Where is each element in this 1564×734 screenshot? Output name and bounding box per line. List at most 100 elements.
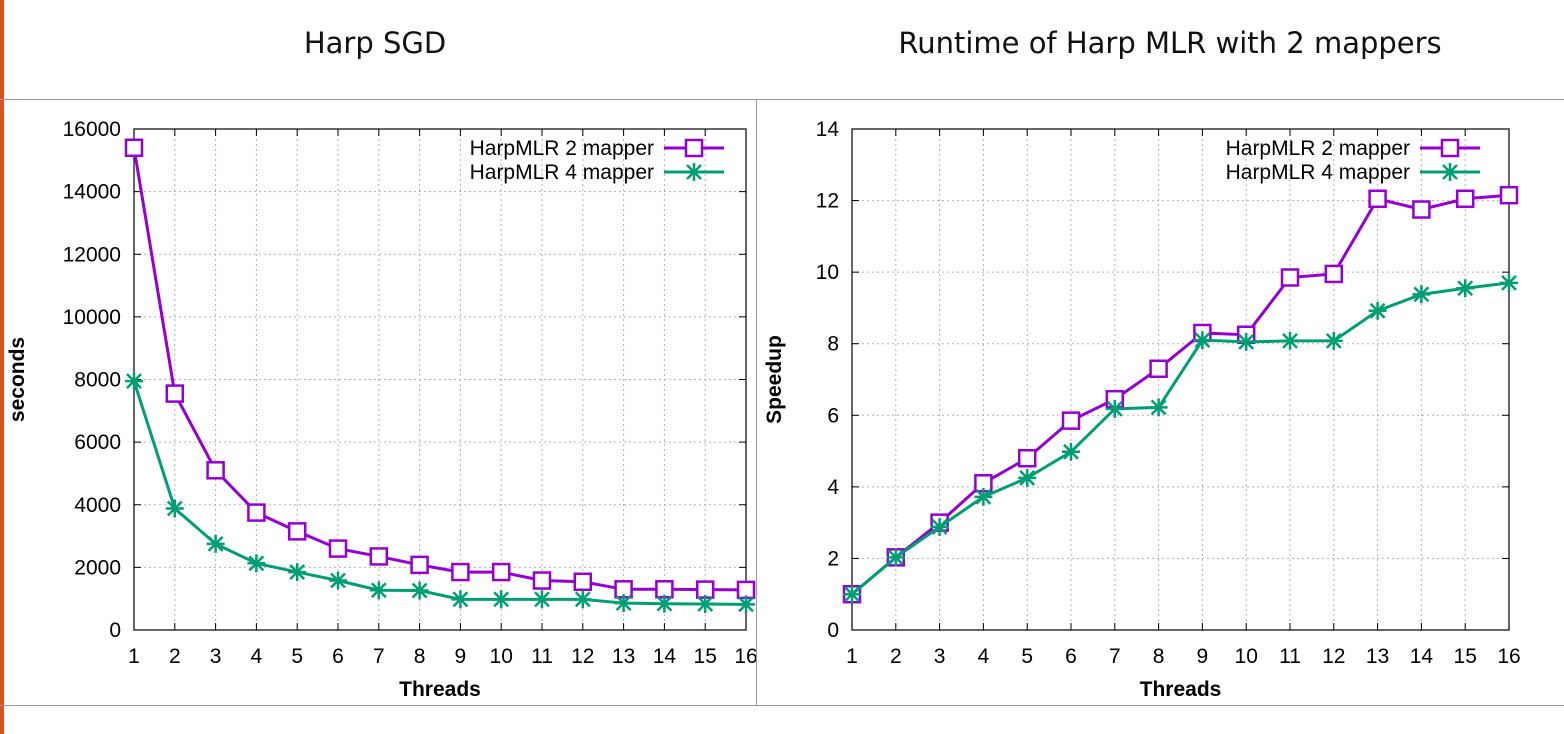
seconds-line-chart: 1 2 3 4 5 6 7 8 9 10 11 12 13 14 15 1602000400060008000… xyxy=(6,118,758,701)
x-tick-label: 6 xyxy=(1065,645,1077,668)
data-point-mapper2 xyxy=(532,571,552,590)
data-point-mapper4 xyxy=(533,590,551,609)
grid-lines xyxy=(134,129,746,630)
x-tick-label: 9 xyxy=(455,645,467,668)
y-tick-label: 2000 xyxy=(74,556,121,579)
data-point-mapper4 xyxy=(843,585,861,604)
data-point-mapper4 xyxy=(165,499,184,518)
x-tick-label: 10 xyxy=(1235,645,1258,668)
data-point-mapper4 xyxy=(492,590,511,609)
series-line-mapper2 xyxy=(851,193,1510,596)
x-tick-label: 15 xyxy=(1454,645,1477,668)
x-tick-label: 11 xyxy=(1279,645,1301,668)
data-point-mapper4 xyxy=(1237,332,1256,351)
data-point-mapper4 xyxy=(1149,398,1168,417)
plot-frame xyxy=(851,128,1510,631)
speedup-line-chart: 1 2 3 4 5 6 7 8 9 10 11 12 13 14 15 1602468101214Thread… xyxy=(763,118,1521,701)
data-point-mapper4 xyxy=(288,563,307,582)
x-tick-label: 13 xyxy=(1366,645,1389,668)
series-mapper2 xyxy=(842,185,1519,604)
data-point-mapper2 xyxy=(206,461,225,480)
x-tick-label: 12 xyxy=(571,645,594,668)
data-point-mapper2 xyxy=(165,384,185,403)
x-tick-label: 8 xyxy=(1153,645,1165,668)
data-point-mapper2 xyxy=(1017,448,1037,468)
x-axis-label: Threads xyxy=(1140,678,1222,701)
data-point-mapper2 xyxy=(1324,264,1344,284)
x-tick-label: 14 xyxy=(1410,645,1434,668)
y-tick-label: 10000 xyxy=(63,306,121,329)
data-point-mapper4 xyxy=(1456,279,1475,298)
y-tick-label: 0 xyxy=(109,619,121,642)
data-point-mapper2 xyxy=(1499,185,1519,205)
table-top-rule xyxy=(0,99,1564,100)
x-tick-label: 5 xyxy=(291,645,303,668)
y-tick-label: 2 xyxy=(827,547,839,570)
x-tick-label: 2 xyxy=(890,645,902,668)
x-tick-label: 15 xyxy=(694,645,717,668)
seconds-chart-panel: 1 2 3 4 5 6 7 8 9 10 11 12 13 14 15 16 0 2000 4000 6000 8000… xyxy=(0,100,758,705)
y-tick-label: 0 xyxy=(827,619,839,642)
data-point-mapper4 xyxy=(451,590,470,609)
data-point-mapper4 xyxy=(573,590,592,609)
data-point-mapper4 xyxy=(247,554,266,573)
data-point-mapper4 xyxy=(125,372,143,391)
data-point-mapper4 xyxy=(1105,399,1124,418)
x-tick-label: 2 xyxy=(169,645,181,668)
legend-marker-mapper4 xyxy=(1441,163,1459,181)
y-tick-label: 14000 xyxy=(63,181,121,204)
data-point-mapper2 xyxy=(1149,359,1168,379)
data-point-mapper4 xyxy=(655,594,674,613)
x-tick-label: 5 xyxy=(1021,645,1033,668)
data-point-mapper4 xyxy=(369,581,388,600)
x-tick-label: 12 xyxy=(1322,645,1345,668)
series-line-mapper4 xyxy=(132,380,747,606)
series-mapper2 xyxy=(124,138,756,600)
data-point-mapper4 xyxy=(1062,442,1080,461)
data-point-mapper4 xyxy=(1193,331,1212,350)
data-point-mapper2 xyxy=(369,547,389,566)
data-point-mapper2 xyxy=(491,562,511,582)
x-tick-label: 14 xyxy=(653,645,677,668)
data-point-mapper4 xyxy=(737,595,755,614)
slide-accent-bar xyxy=(0,0,4,734)
data-point-mapper4 xyxy=(614,594,633,613)
data-point-mapper2 xyxy=(1455,189,1475,209)
series-mapper4 xyxy=(125,372,755,614)
y-tick-label: 8 xyxy=(827,333,839,356)
y-tick-label: 4 xyxy=(827,476,839,499)
left-chart-title: Harp SGD xyxy=(303,26,447,60)
x-tick-label: 6 xyxy=(332,645,344,668)
series-line-mapper4 xyxy=(851,281,1510,596)
table-bottom-rule xyxy=(0,705,1564,706)
data-point-mapper2 xyxy=(247,503,266,522)
legend-label-mapper2: HarpMLR 2 mapper xyxy=(1226,137,1410,160)
x-tick-label: 4 xyxy=(251,645,263,668)
x-tick-label: 1 xyxy=(128,645,140,668)
y-tick-label: 14 xyxy=(816,118,840,141)
x-tick-label: 10 xyxy=(490,645,513,668)
speedup-chart-panel: 1 2 3 4 5 6 7 8 9 10 11 12 13 14 15 16 0 2 4 6 8 10 12 14 Thread… xyxy=(757,100,1564,705)
data-point-mapper4 xyxy=(974,487,993,506)
x-tick-label: 16 xyxy=(1497,645,1520,668)
x-axis-label: Threads xyxy=(399,678,481,701)
data-point-mapper2 xyxy=(410,555,429,575)
x-tick-label: 4 xyxy=(978,645,990,668)
x-tick-label: 11 xyxy=(531,645,553,668)
legend-label-mapper4: HarpMLR 4 mapper xyxy=(1226,161,1410,184)
data-point-mapper2 xyxy=(124,138,144,158)
x-tick-label: 8 xyxy=(414,645,426,668)
data-point-mapper2 xyxy=(573,572,593,592)
data-point-mapper4 xyxy=(886,548,905,567)
table-divider xyxy=(756,99,757,705)
data-point-mapper2 xyxy=(287,522,307,541)
legend-marker-mapper2 xyxy=(684,138,704,158)
x-tick-label: 7 xyxy=(373,645,385,668)
data-point-mapper2 xyxy=(1368,189,1387,209)
data-point-mapper2 xyxy=(451,562,470,582)
legend-marker-mapper4 xyxy=(685,163,703,181)
y-tick-label: 4000 xyxy=(74,494,121,517)
x-tick-label: 1 xyxy=(846,645,858,668)
series-line-mapper2 xyxy=(132,147,747,592)
